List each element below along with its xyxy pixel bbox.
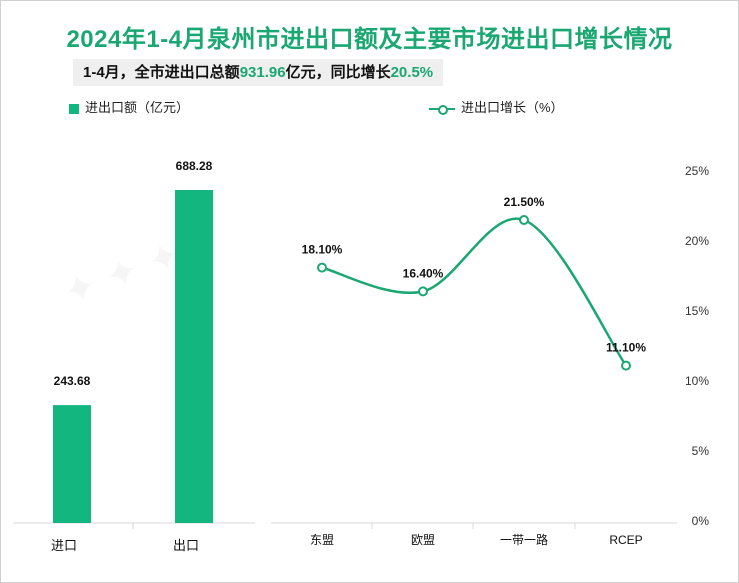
line-data-label: 16.40% [403, 266, 444, 280]
y-tick-label: 0% [692, 514, 710, 528]
line-category-label: 东盟 [310, 533, 334, 547]
legend-line-series: 进出口增长（%） [429, 99, 564, 117]
line-data-label: 18.10% [302, 243, 343, 257]
line-point [317, 262, 327, 273]
legend-bar-swatch [69, 103, 79, 114]
bar-data-label: 243.68 [54, 374, 91, 388]
y-tick-label: 25% [685, 164, 709, 178]
bar-2 [175, 190, 213, 523]
line-category-label: 欧盟 [411, 533, 435, 547]
bar-1 [53, 405, 91, 523]
line-category-label: RCEP [609, 533, 642, 547]
legend-line-swatch [429, 103, 455, 115]
y-tick-label: 5% [692, 444, 710, 458]
y-tick-label: 15% [685, 304, 709, 318]
subtitle-growth: 20.5% [390, 64, 434, 81]
line-point [621, 360, 631, 371]
y-tick-label: 10% [685, 374, 709, 388]
bar-category-label: 进口 [51, 538, 77, 553]
subtitle-prefix: 1-4月，全市进出口总额 [83, 64, 240, 81]
line-data-label: 21.50% [504, 195, 545, 209]
y-tick-label: 20% [685, 234, 709, 248]
legend-bar-label: 进出口额（亿元） [85, 100, 190, 115]
bar-category-label: 出口 [173, 538, 199, 553]
line-point [418, 286, 428, 297]
legend-line-label: 进出口增长（%） [461, 100, 564, 115]
bar-data-label: 688.28 [176, 159, 213, 173]
subtitle-mid: 亿元，同比增长 [285, 64, 391, 81]
legend-bar-series: 进出口额（亿元） [69, 99, 189, 117]
chart-title: 2024年1-4月泉州市进出口额及主要市场进出口增长情况 [66, 26, 673, 53]
line-data-label: 11.10% [606, 341, 646, 355]
line-category-label: 一带一路 [500, 532, 548, 547]
subtitle-total: 931.96 [239, 64, 286, 81]
growth-line [321, 217, 628, 367]
chart-subtitle: 1-4月，全市进出口总额931.96亿元，同比增长20.5% [73, 59, 444, 86]
line-point [519, 215, 529, 225]
